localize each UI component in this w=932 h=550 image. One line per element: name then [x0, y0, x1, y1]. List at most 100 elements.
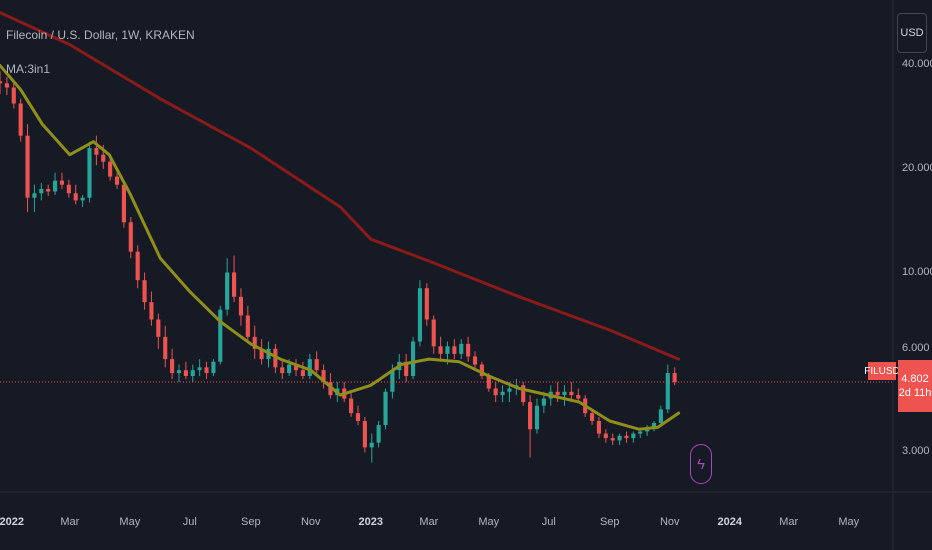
candle [638, 429, 643, 439]
candle-body [383, 391, 388, 426]
candle-body [431, 319, 436, 347]
candle [466, 336, 471, 362]
candle [493, 382, 498, 403]
candle-body [53, 180, 58, 192]
candle [610, 433, 615, 446]
time-tick: 2023 [358, 516, 384, 528]
candle-body [128, 222, 133, 252]
time-tick: May [119, 516, 141, 528]
candle-body [349, 398, 354, 414]
ma-line-slow [0, 11, 681, 361]
candle-body [73, 193, 78, 201]
time-tick: Nov [659, 516, 680, 528]
candle [142, 272, 147, 310]
candle [624, 431, 629, 443]
candle-body [528, 402, 533, 430]
candle [307, 353, 312, 380]
candle [596, 417, 602, 439]
indicator-legend[interactable]: MA:3in1 [6, 62, 51, 76]
price-tick: 40.000 [902, 58, 932, 71]
lightning-icon[interactable]: ϟ [690, 444, 712, 484]
candle [80, 195, 85, 208]
candle-body [94, 148, 99, 155]
candle-body [211, 361, 216, 374]
time-tick: Nov [300, 516, 321, 528]
candle-body [280, 367, 285, 374]
time-tick: Sep [599, 516, 620, 528]
candle-body [156, 319, 161, 337]
candle [232, 255, 237, 303]
candle [534, 398, 540, 434]
symbol-legend[interactable]: Filecoin / U.S. Dollar, 1W, KRAKEN [6, 28, 195, 42]
candle-body [176, 370, 182, 374]
candle [321, 364, 326, 389]
candle-body [121, 184, 126, 223]
candle [438, 336, 443, 362]
candle-body [218, 309, 223, 362]
time-tick: 2024 [717, 516, 742, 528]
time-tick: Mar [60, 516, 80, 528]
candle [190, 364, 195, 383]
candle [631, 431, 636, 443]
candle-body [0, 81, 3, 84]
candle [617, 433, 622, 446]
candle [562, 385, 567, 406]
candle-body [197, 367, 202, 371]
candle [11, 81, 16, 109]
candle-body [190, 370, 195, 377]
candle [645, 425, 650, 436]
candle [163, 325, 168, 368]
candle-body [238, 296, 244, 316]
candle-body [404, 361, 409, 377]
candle-body [638, 431, 643, 434]
candle [472, 351, 478, 371]
time-tick: May [838, 516, 860, 528]
candle-body [108, 161, 113, 177]
candle [183, 361, 188, 380]
candle [135, 245, 140, 289]
candle-body [80, 197, 85, 201]
candle-body [466, 343, 471, 357]
candle [149, 291, 154, 326]
candle [417, 280, 423, 347]
candle-body [445, 346, 450, 354]
candle [211, 359, 216, 377]
candle-body [307, 359, 312, 377]
candle [59, 172, 65, 189]
candle-body [589, 413, 595, 421]
candle-body [410, 341, 416, 377]
candle [431, 315, 436, 354]
candle-body [658, 409, 663, 424]
price-tick: 6.000 [902, 341, 930, 354]
candle-body [18, 103, 23, 136]
candle-body [472, 356, 478, 365]
candle-body [259, 348, 264, 360]
candle [658, 405, 663, 426]
candle [176, 364, 182, 383]
candle-body [25, 135, 30, 198]
candle-body [493, 388, 498, 396]
candle-body [232, 272, 237, 297]
candle-body [438, 346, 443, 354]
candle-body [355, 413, 361, 421]
candle-body [672, 373, 677, 383]
price-tick: 3.000 [902, 445, 930, 458]
candle-body [32, 193, 37, 198]
candle [293, 359, 299, 377]
time-tick: Mar [779, 516, 799, 528]
candle [204, 361, 209, 380]
currency-button[interactable]: USD [897, 13, 927, 53]
candle [114, 172, 120, 189]
candle [259, 339, 264, 365]
candle [46, 184, 51, 196]
candle-body [225, 272, 230, 310]
candle [128, 217, 133, 259]
candle-body [149, 302, 154, 320]
candle [245, 305, 250, 342]
candle [404, 353, 409, 383]
candle [25, 124, 30, 212]
candle-body [507, 388, 512, 392]
candle [555, 382, 560, 403]
candle [424, 283, 429, 326]
